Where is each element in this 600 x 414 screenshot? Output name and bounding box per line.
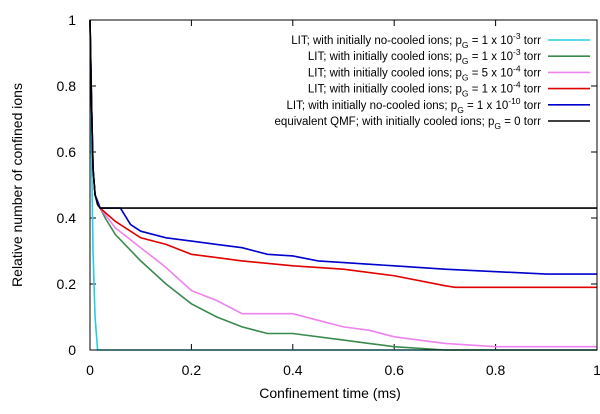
y-tick-label: 0.6 [57, 144, 77, 160]
x-tick-label: 1 [593, 362, 600, 378]
y-axis-label: Relative number of confined ions [9, 83, 25, 287]
x-tick-label: 0.2 [182, 362, 202, 378]
legend-label: LIT; with initially no-cooled ions; pG =… [291, 31, 541, 50]
x-axis-label: Confinement time (ms) [259, 385, 401, 401]
y-tick-label: 0.2 [57, 276, 77, 292]
plot-frame [89, 19, 598, 351]
legend-label: equivalent QMF; with initially cooled io… [275, 116, 542, 131]
data-line [89, 19, 597, 209]
x-tick-label: 0.4 [283, 362, 303, 378]
y-tick-label: 1 [68, 12, 76, 28]
legend-label: LIT; with initially cooled ions; pG = 1 … [308, 47, 541, 66]
legend-label: LIT; with initially cooled ions; pG = 5 … [308, 63, 541, 82]
x-tick-label: 0 [86, 362, 94, 378]
legend-label: LIT; with initially no-cooled ions; pG =… [287, 96, 542, 115]
x-tick-label: 0.8 [486, 362, 506, 378]
y-tick-label: 0.8 [57, 78, 77, 94]
y-tick-label: 0.4 [57, 210, 77, 226]
legend-label: LIT; with initially cooled ions; pG = 1 … [308, 80, 541, 99]
x-tick-label: 0.6 [384, 362, 404, 378]
y-tick-label: 0 [68, 342, 76, 358]
